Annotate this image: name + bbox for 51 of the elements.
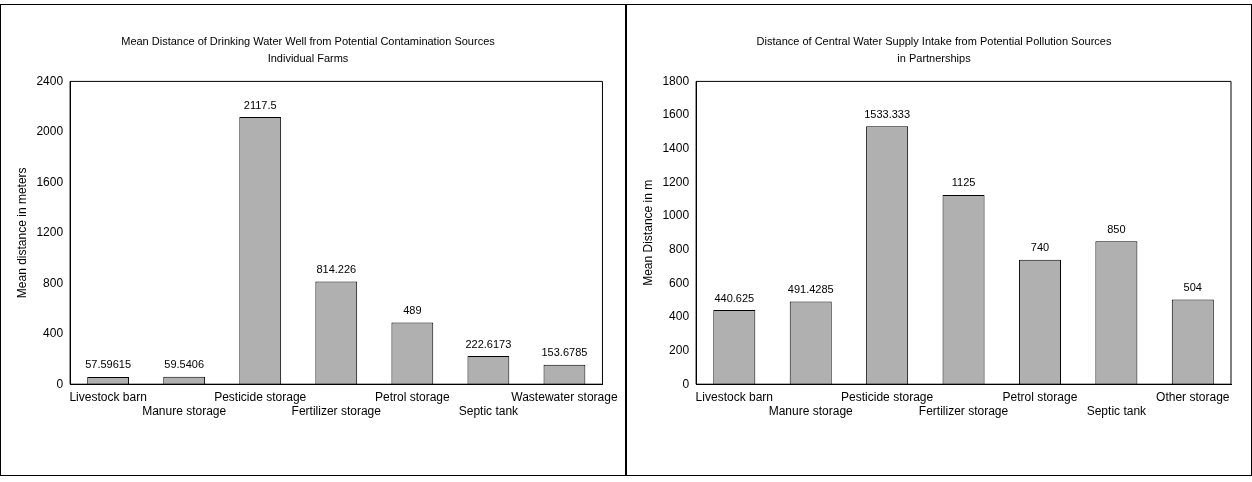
y-tick-label: 1600 xyxy=(662,107,690,122)
y-axis-title: Mean distance in meters xyxy=(14,167,29,299)
chart-subtitle: Individual Farms xyxy=(267,51,349,64)
y-tick-label: 1400 xyxy=(662,141,690,155)
y-axis-title: Mean Distance in m xyxy=(640,179,655,286)
data-label: 1125 xyxy=(951,176,976,189)
x-tick-label: Fertilizer storage xyxy=(918,404,1009,419)
y-tick-label: 1000 xyxy=(662,208,690,223)
y-tick-label: 1200 xyxy=(36,225,64,240)
x-tick-label: Pesticide storage xyxy=(841,389,934,404)
x-tick-label: Petrol storage xyxy=(1002,389,1078,404)
data-label: 504 xyxy=(1183,280,1202,293)
x-tick-label: Livestock barn xyxy=(695,389,773,404)
data-label: 814.226 xyxy=(316,263,357,275)
y-tick-label: 2000 xyxy=(36,124,64,139)
y-tick-label: 600 xyxy=(669,275,690,290)
data-label: 59.5406 xyxy=(164,358,205,371)
y-tick-label: 400 xyxy=(669,309,690,324)
data-label: 222.6173 xyxy=(465,337,512,350)
y-tick-label: 400 xyxy=(43,326,64,341)
x-tick-label: Petrol storage xyxy=(374,389,451,404)
y-tick-label: 1800 xyxy=(662,73,690,88)
x-tick-label: Wastewater storage xyxy=(511,389,618,404)
y-tick-label: 800 xyxy=(669,241,690,256)
data-label: 2117.5 xyxy=(243,98,277,111)
x-tick-label: Livestock barn xyxy=(69,389,147,404)
y-tick-label: 0 xyxy=(56,376,64,391)
y-tick-label: 1600 xyxy=(36,174,64,189)
data-label: 491.4285 xyxy=(787,283,834,296)
x-tick-label: Fertilizer storage xyxy=(291,404,382,419)
data-label: 489 xyxy=(403,304,422,317)
data-label: 1533.333 xyxy=(864,107,911,120)
data-label: 850 xyxy=(1107,222,1126,235)
data-label: 740 xyxy=(1030,241,1050,254)
y-tick-label: 0 xyxy=(682,376,690,391)
chart-subtitle: in Partnerships xyxy=(897,51,972,64)
x-tick-label: Other storage xyxy=(1156,389,1230,404)
x-tick-label: Septic tank xyxy=(458,404,520,419)
chart-title: Mean Distance of Drinking Water Well from Potential Contamination Sources xyxy=(121,34,496,47)
x-tick-label: Septic tank xyxy=(1086,404,1148,419)
data-label: 440.625 xyxy=(714,291,755,304)
x-tick-label: Manure storage xyxy=(768,404,854,419)
y-tick-label: 1200 xyxy=(662,174,690,189)
data-label: 57.59615 xyxy=(85,358,132,371)
x-tick-label: Manure storage xyxy=(142,404,227,419)
y-tick-label: 200 xyxy=(669,342,690,357)
data-label: 153.6785 xyxy=(541,346,588,359)
y-tick-label: 800 xyxy=(43,275,64,290)
y-tick-label: 2400 xyxy=(36,73,64,88)
chart-title: Distance of Central Water Supply Intake from Potential Pollution Sources xyxy=(756,34,1112,47)
x-tick-label: Pesticide storage xyxy=(214,389,307,404)
